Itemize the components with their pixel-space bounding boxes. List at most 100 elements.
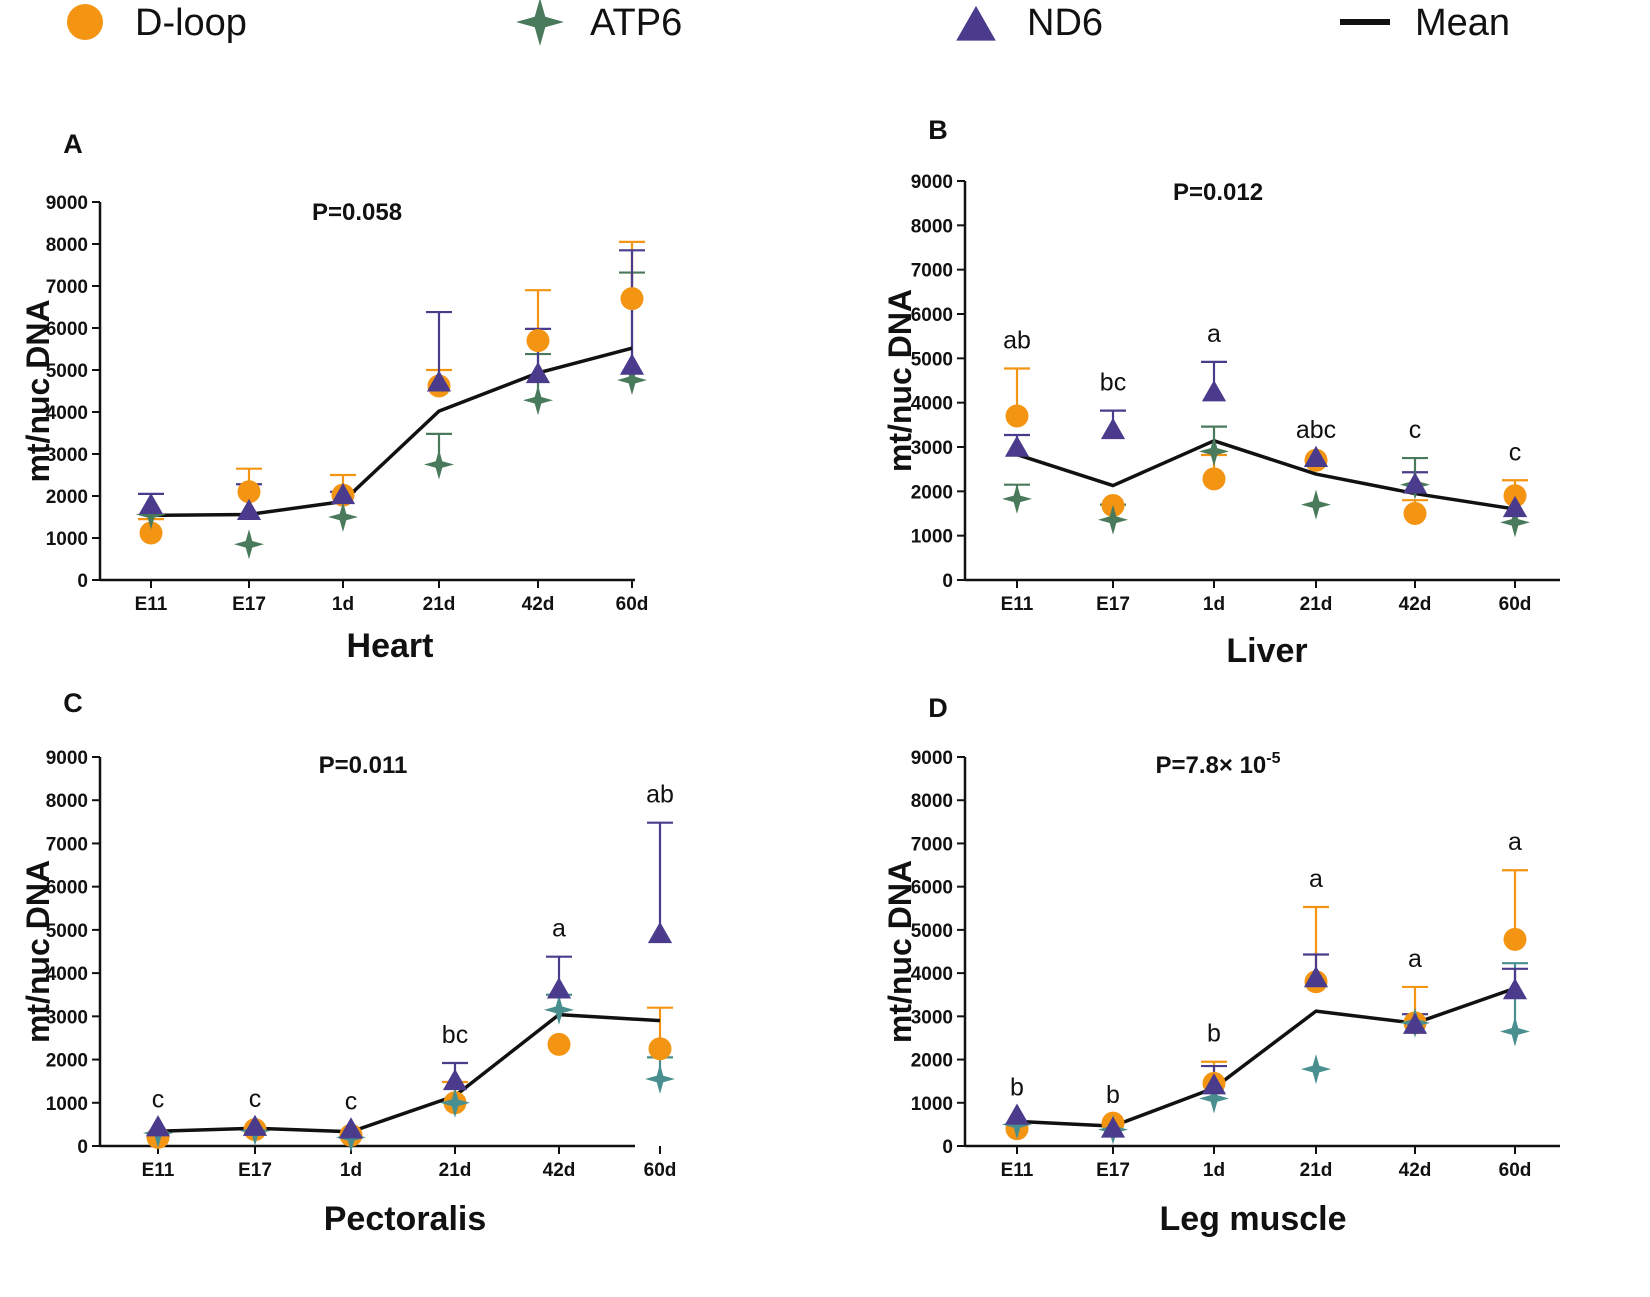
y-tick-label: 0 [942, 571, 953, 592]
p-value-text: P=0.011 [319, 752, 408, 779]
significance-letter: ab [1003, 327, 1031, 355]
y-tick-label: 7000 [911, 834, 953, 855]
x-tick-label: 60d [644, 1160, 677, 1181]
y-tick-label: 4000 [911, 964, 953, 985]
legend-item-atp6: ATP6 [516, 0, 682, 46]
x-tick-label: E11 [1001, 1160, 1034, 1181]
y-tick-label: 5000 [911, 349, 953, 370]
x-tick-label: 60d [616, 594, 649, 615]
x-tick-label: E17 [238, 1160, 272, 1181]
x-tick-label: 42d [543, 1160, 576, 1181]
x-tick-label: 60d [1499, 594, 1532, 615]
x-tick-label: 60d [1499, 1160, 1532, 1181]
y-axis-label: mt/nuc DNA [20, 299, 56, 482]
x-tick-label: 1d [332, 594, 354, 615]
legend-item-nd6: ND6 [956, 2, 1103, 44]
significance-letter: b [1207, 1020, 1221, 1048]
x-tick-label: 42d [522, 594, 555, 615]
y-tick-label: 1000 [46, 1094, 88, 1115]
y-tick-label: 7000 [911, 261, 953, 282]
significance-letter: c [152, 1085, 165, 1113]
dloop-point [526, 329, 550, 353]
significance-letter: abc [1296, 416, 1336, 444]
x-axis-title: Heart [347, 627, 434, 665]
nd6-point [138, 492, 164, 515]
y-tick-label: 7000 [46, 834, 88, 855]
x-tick-label: 1d [340, 1160, 362, 1181]
y-tick-label: 4000 [46, 403, 88, 424]
atp6-point [1301, 1054, 1331, 1085]
y-tick-label: 8000 [911, 791, 953, 812]
mean-line [150, 346, 633, 518]
p-value-label: P=7.8× 10-5 [1156, 750, 1281, 779]
dloop-point [237, 480, 261, 504]
legend-item-dloop: D-loop [67, 2, 247, 44]
significance-letter: c [249, 1085, 262, 1113]
panel-B: B 0 1000 2000 3000 4000 5000 6000 7000 8000 9000 E1… [882, 115, 1560, 670]
nd6-point [1402, 1012, 1428, 1034]
x-tick-label: 21d [1300, 594, 1333, 615]
nd6-point [145, 1115, 171, 1137]
dloop-point [1503, 484, 1527, 508]
y-tick-label: 6000 [911, 878, 953, 899]
nd6-point [1502, 978, 1528, 1000]
atp6-point [645, 1064, 675, 1095]
legend-label-dloop: D-loop [135, 2, 247, 44]
legend-item-mean: Mean [1340, 2, 1510, 44]
mean-line [1016, 986, 1516, 1128]
dloop-point [620, 287, 644, 311]
panels: A 0 1000 2000 3000 4000 5000 6000 7000 8000 9000 E1… [20, 115, 1560, 1238]
nd6-point [1402, 472, 1428, 494]
y-tick-label: 2000 [911, 1051, 953, 1072]
atp6-point [1500, 1016, 1530, 1047]
p-value-exponent: -5 [1266, 750, 1280, 767]
p-value-text: P=0.012 [1173, 179, 1263, 206]
nd6-point [1303, 445, 1329, 467]
nd6-point [1201, 1073, 1227, 1095]
x-tick-label: E17 [232, 594, 266, 615]
dloop-point [1005, 404, 1029, 428]
nd6-point [1502, 495, 1528, 518]
significance-letter: a [1508, 828, 1522, 856]
mean-line [157, 1012, 661, 1134]
atp6-point [1500, 507, 1530, 538]
y-tick-label: 3000 [46, 445, 88, 466]
y-tick-label: 6000 [46, 878, 88, 899]
y-axis-label: mt/nuc DNA [882, 860, 918, 1043]
panel-letter: B [928, 115, 948, 145]
significance-letter: b [1106, 1081, 1120, 1109]
x-axis-title: Liver [1226, 632, 1307, 670]
legend-label-atp6: ATP6 [590, 2, 682, 44]
y-tick-label: 8000 [911, 216, 953, 237]
y-tick-label: 7000 [46, 277, 88, 298]
y-tick-label: 2000 [911, 482, 953, 503]
mean-line [1016, 439, 1516, 511]
y-tick-label: 4000 [46, 964, 88, 985]
p-value-label: P=0.058 [312, 199, 402, 226]
atp6-point [1199, 1083, 1229, 1114]
nd6-point [619, 353, 645, 375]
significance-letter: ab [646, 781, 674, 809]
y-tick-label: 9000 [46, 748, 88, 769]
y-tick-label: 5000 [911, 921, 953, 942]
nd6-point [1303, 966, 1329, 988]
nd6-point [647, 921, 673, 944]
significance-letter: bc [442, 1021, 468, 1049]
nd6-point [442, 1068, 468, 1091]
significance-letter: c [1409, 416, 1422, 444]
atp6-point [424, 449, 454, 480]
significance-letter: a [1207, 320, 1221, 348]
nd6-point [426, 370, 452, 392]
atp6-point [617, 365, 647, 396]
y-tick-label: 2000 [46, 487, 88, 508]
y-tick-label: 3000 [911, 438, 953, 459]
nd6-point [1004, 1103, 1030, 1125]
panel-letter: C [63, 688, 83, 718]
y-tick-label: 9000 [911, 172, 953, 193]
nd6-point [236, 498, 262, 521]
y-tick-label: 6000 [911, 305, 953, 326]
y-tick-label: 1000 [911, 527, 953, 548]
atp6-point [234, 529, 264, 560]
x-tick-label: 1d [1203, 1160, 1225, 1181]
